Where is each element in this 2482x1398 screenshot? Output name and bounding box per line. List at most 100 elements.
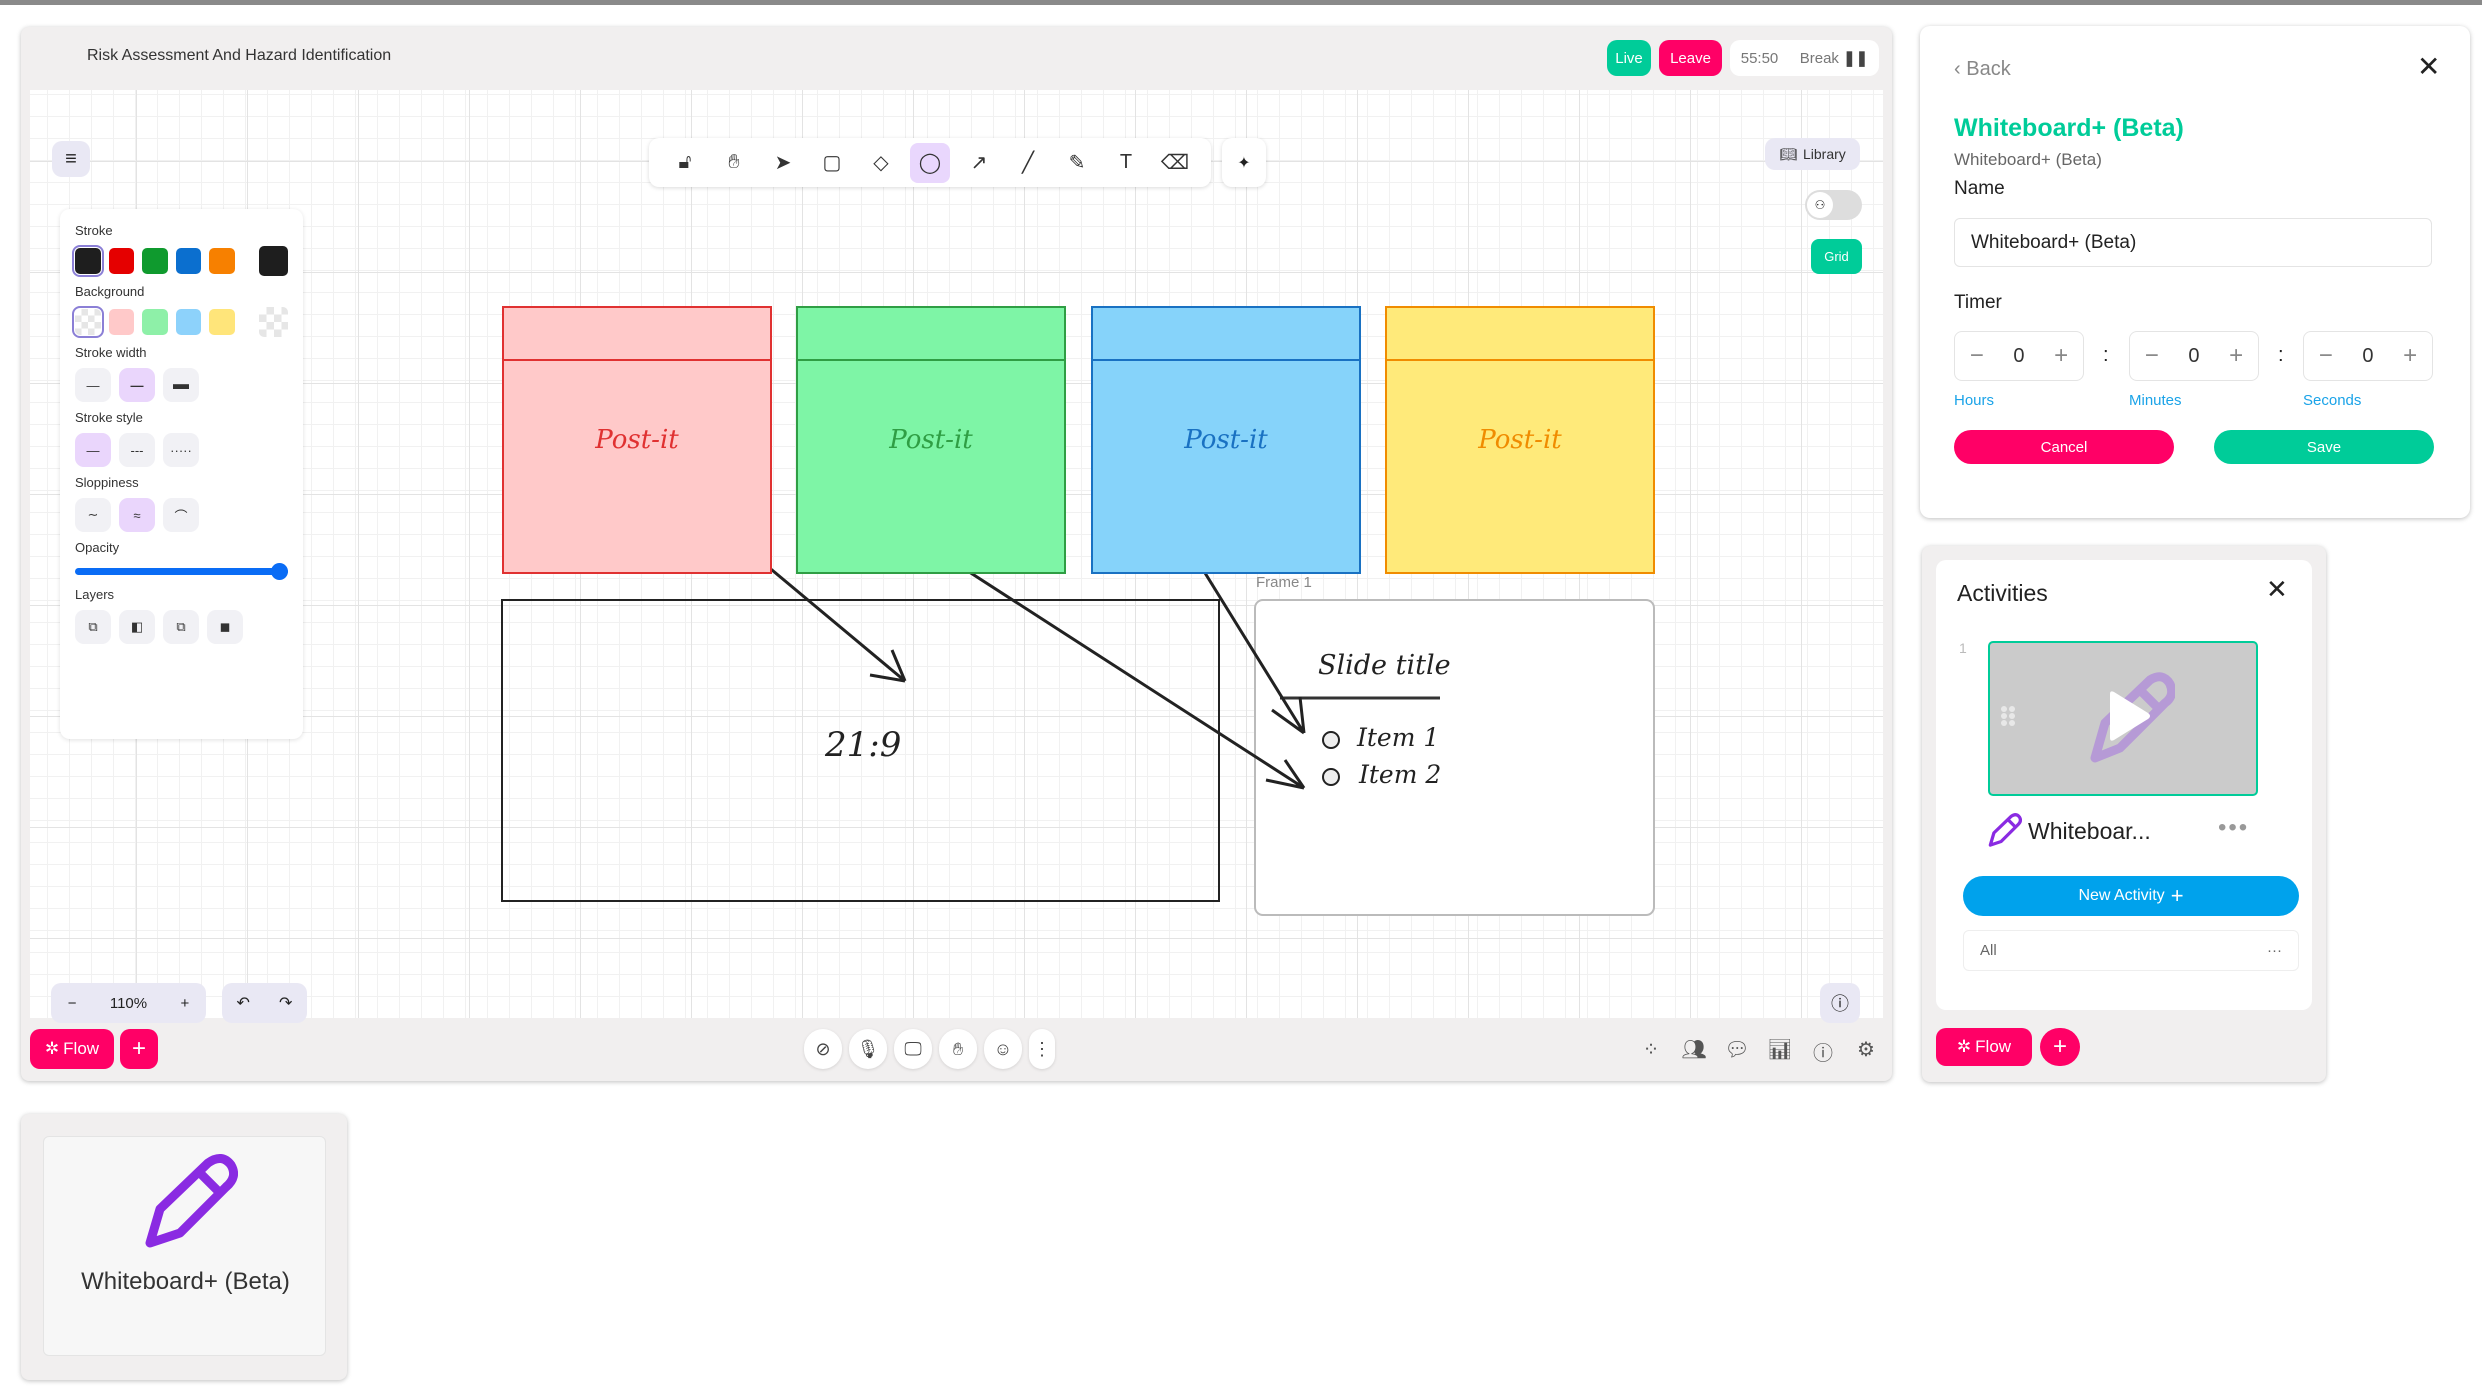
help-button[interactable]: ⓘ <box>1820 983 1860 1023</box>
settings-icon[interactable]: ⚙ <box>1857 1039 1875 1061</box>
stroke-bold[interactable]: — <box>119 368 155 402</box>
bg-yellow[interactable] <box>209 309 235 335</box>
ellipse-icon[interactable]: ◯ <box>910 142 950 183</box>
activity-thumbnail[interactable] <box>1988 641 2258 796</box>
pencil-icon[interactable]: ✎ <box>1068 152 1086 174</box>
filter-dropdown[interactable]: All ··· <box>1963 930 2299 971</box>
chat-icon[interactable]: 💬︎ <box>1724 1039 1750 1061</box>
arrow-icon[interactable]: ↗ <box>970 152 988 174</box>
name-input[interactable] <box>1954 218 2432 267</box>
activity-more-icon[interactable]: ••• <box>2218 814 2250 841</box>
postit-yellow[interactable]: Post-it <box>1385 306 1655 574</box>
item-2: Item 2 <box>1359 760 1442 789</box>
ratio-frame[interactable] <box>501 599 1220 902</box>
bg-blue[interactable] <box>175 309 202 335</box>
hours-stepper[interactable]: − 0 + <box>1954 331 2084 381</box>
stroke-dotted[interactable]: ····· <box>163 433 199 467</box>
bg-transparent[interactable] <box>72 306 104 338</box>
apps-icon[interactable]: ⁘ <box>1642 1039 1660 1061</box>
preview-card: Whiteboard+ (Beta) <box>43 1136 326 1356</box>
stroke-green[interactable] <box>142 248 168 274</box>
bg-current[interactable] <box>258 307 289 337</box>
break-button[interactable]: Break ❚❚ <box>1800 49 1869 67</box>
eraser-icon[interactable]: ⌫ <box>1160 152 1190 174</box>
drag-handle-icon[interactable] <box>2000 705 2016 727</box>
more-icon[interactable]: ⋮ <box>1029 1029 1055 1069</box>
add-button[interactable]: + <box>120 1029 158 1069</box>
postit-blue[interactable]: Post-it <box>1091 306 1361 574</box>
frame-1[interactable] <box>1254 599 1655 916</box>
stroke-black[interactable] <box>72 245 104 277</box>
screen-share-icon[interactable]: 🖵 <box>894 1029 932 1069</box>
flow-button[interactable]: ✲ Flow <box>1936 1028 2032 1066</box>
raise-hand-icon[interactable]: ✋︎ <box>939 1029 977 1069</box>
flow-button[interactable]: ✲ Flow <box>30 1029 114 1069</box>
add-button[interactable]: + <box>2040 1028 2080 1066</box>
stroke-dashed[interactable]: --- <box>119 433 155 467</box>
opacity-slider[interactable] <box>75 563 288 580</box>
redo-icon[interactable]: ↷ <box>279 995 293 1012</box>
hand-icon[interactable]: ✋︎ <box>728 151 740 173</box>
send-backward-icon[interactable]: ◧ <box>119 610 155 644</box>
sloppiness-cartoonist[interactable]: ⌒ <box>163 498 199 532</box>
minutes-stepper[interactable]: − 0 + <box>2129 331 2259 381</box>
back-button[interactable]: ‹ Back <box>1954 58 2011 81</box>
send-to-back-icon[interactable]: ⧉ <box>75 610 111 644</box>
lock-icon[interactable]: 🔓︎ <box>678 151 692 173</box>
line-icon[interactable]: ╱ <box>1021 152 1035 174</box>
activity-preview-tile[interactable]: Whiteboard+ (Beta) <box>21 1114 347 1380</box>
minus-icon[interactable]: − <box>2144 342 2159 369</box>
postit-red[interactable]: Post-it <box>502 306 772 574</box>
stroke-extra-bold[interactable]: ▬ <box>163 368 199 402</box>
bring-to-front-icon[interactable]: ◼ <box>207 610 243 644</box>
sloppiness-architect[interactable]: ∼ <box>75 498 111 532</box>
zoom-level[interactable]: 110% <box>109 994 148 1012</box>
menu-button[interactable]: ≡ <box>52 141 90 177</box>
stroke-red[interactable] <box>108 248 135 274</box>
history-control: ↶ ↷ <box>222 983 307 1023</box>
close-icon[interactable]: ✕ <box>2417 51 2441 82</box>
zoom-in-button[interactable]: + <box>180 994 190 1012</box>
grid-toggle[interactable]: Grid <box>1811 239 1862 274</box>
save-button[interactable]: Save <box>2214 430 2434 464</box>
stroke-solid[interactable]: — <box>75 433 111 467</box>
mic-off-icon[interactable]: 🎙︎ <box>849 1029 887 1069</box>
stroke-blue[interactable] <box>175 248 202 274</box>
participants-icon[interactable]: 👥︎ <box>1681 1039 1707 1061</box>
bg-green[interactable] <box>142 309 168 335</box>
stroke-thin[interactable]: — <box>75 368 111 402</box>
cancel-button[interactable]: Cancel <box>1954 430 2174 464</box>
sloppiness-artist[interactable]: ≈ <box>119 498 155 532</box>
zoom-out-button[interactable]: − <box>67 994 77 1012</box>
seconds-stepper[interactable]: − 0 + <box>2303 331 2433 381</box>
text-icon[interactable]: T <box>1119 151 1133 173</box>
undo-icon[interactable]: ↶ <box>236 995 250 1012</box>
poll-icon[interactable]: 📊︎ <box>1767 1039 1793 1061</box>
leave-button[interactable]: Leave <box>1659 40 1722 76</box>
close-icon[interactable]: ✕ <box>2266 574 2288 604</box>
emoji-icon[interactable]: ☺ <box>984 1029 1022 1069</box>
camera-off-icon[interactable]: ⊘ <box>804 1029 842 1069</box>
play-icon[interactable] <box>2102 688 2152 744</box>
minus-icon[interactable]: − <box>1969 342 1984 369</box>
bg-pink[interactable] <box>108 309 135 335</box>
postit-green[interactable]: Post-it <box>796 306 1066 574</box>
collab-toggle[interactable]: ⚇ <box>1805 190 1862 220</box>
bring-forward-icon[interactable]: ⧉ <box>163 610 199 644</box>
pointer-icon[interactable]: ➤ <box>774 152 792 174</box>
whiteboard-canvas[interactable]: 21:9 Frame 1 Slide title Item 1 Item 2 P… <box>30 90 1883 1023</box>
plus-icon[interactable]: + <box>2403 342 2418 369</box>
laser-pointer-button[interactable]: ✦ <box>1222 138 1266 187</box>
plus-icon[interactable]: + <box>2229 342 2244 369</box>
info-icon[interactable]: ⓘ <box>1813 1043 1833 1065</box>
library-button[interactable]: 📖︎ Library <box>1765 138 1860 170</box>
minus-icon[interactable]: − <box>2318 342 2333 369</box>
stroke-orange[interactable] <box>209 248 235 274</box>
new-activity-button[interactable]: New Activity + <box>1963 876 2299 916</box>
live-button[interactable]: Live <box>1607 40 1651 76</box>
plus-icon[interactable]: + <box>2054 342 2069 369</box>
diamond-icon[interactable]: ◇ <box>873 152 889 174</box>
opacity-slider-thumb[interactable] <box>271 563 288 580</box>
stroke-current[interactable] <box>258 246 289 276</box>
rectangle-icon[interactable]: ▢ <box>822 152 842 174</box>
